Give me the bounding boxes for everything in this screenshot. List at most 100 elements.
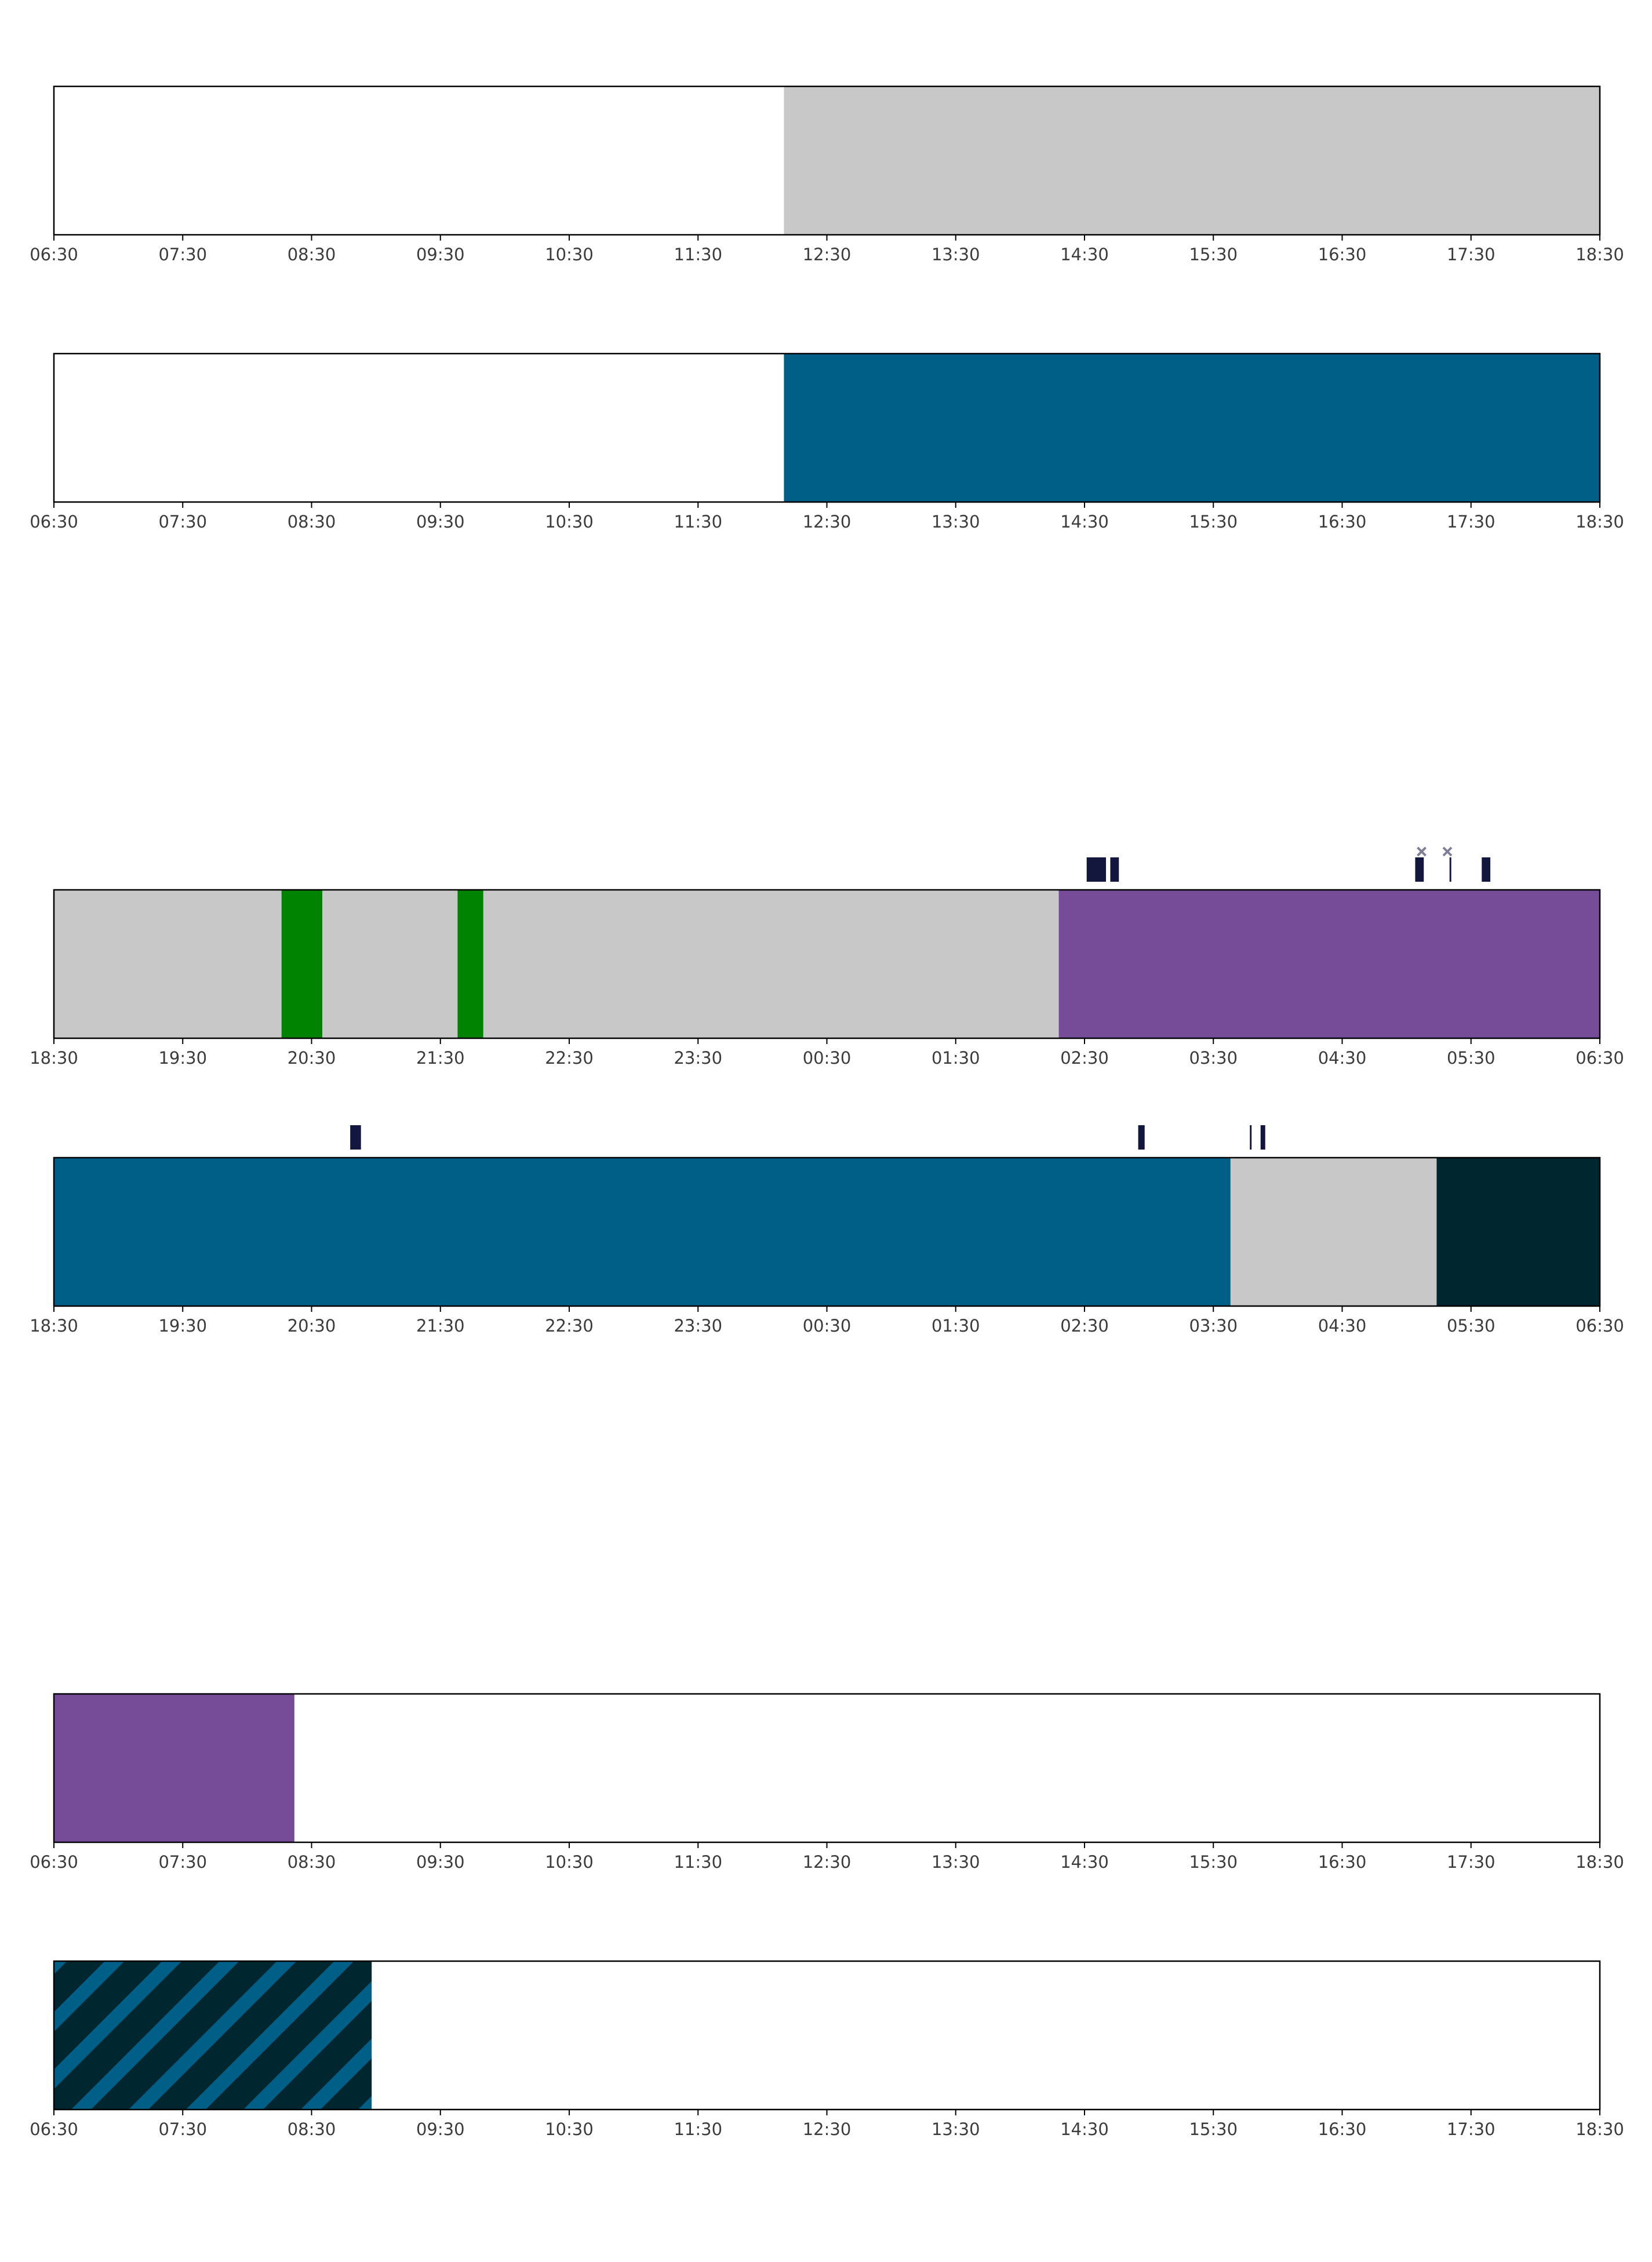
x-tick-label: 13:30 <box>931 2119 980 2139</box>
timeline-segment <box>54 1961 372 2110</box>
x-tick-label: 21:30 <box>416 1048 465 1068</box>
cross-marker-stroke <box>1442 846 1453 857</box>
x-tick-label: 10:30 <box>545 2119 594 2139</box>
x-tick-label: 04:30 <box>1318 1048 1367 1068</box>
x-tick-label: 14:30 <box>1060 2119 1109 2139</box>
strip-6: 06:30 07:30 08:30 09:30 10:30 11:30 12:30 13:30… <box>30 1960 1624 2139</box>
strip-background <box>54 1694 1600 1842</box>
x-tick-label: 16:30 <box>1318 2119 1367 2139</box>
x-tick-label: 16:30 <box>1318 1852 1367 1872</box>
x-tick-label: 22:30 <box>545 1316 594 1336</box>
event-marker <box>1086 857 1107 882</box>
x-tick-label: 12:30 <box>803 1852 852 1872</box>
x-tick-label: 01:30 <box>931 1316 980 1336</box>
x-tick-label: 19:30 <box>158 1048 207 1068</box>
timeline-segment <box>54 1158 1231 1306</box>
x-tick-label: 13:30 <box>931 512 980 532</box>
x-tick-label: 09:30 <box>416 245 465 264</box>
x-tick-label: 18:30 <box>30 1048 78 1068</box>
x-tick-label: 05:30 <box>1447 1316 1495 1336</box>
x-tick-label: 01:30 <box>931 1048 980 1068</box>
x-tick-label: 06:30 <box>30 1852 78 1872</box>
x-tick-label: 15:30 <box>1189 2119 1238 2139</box>
x-tick-label: 08:30 <box>288 1852 336 1872</box>
x-tick-label: 11:30 <box>674 2119 722 2139</box>
timeline-segment <box>784 86 1600 235</box>
x-tick-label: 14:30 <box>1060 245 1109 264</box>
x-tick-label: 18:30 <box>30 1316 78 1336</box>
x-tick-label: 15:30 <box>1189 245 1238 264</box>
x-tick-label: 06:30 <box>1575 1316 1624 1336</box>
cross-marker-stroke <box>1417 846 1427 857</box>
x-tick-label: 12:30 <box>803 512 852 532</box>
event-marker <box>1415 857 1424 882</box>
x-tick-label: 11:30 <box>674 1852 722 1872</box>
x-tick-label: 12:30 <box>803 245 852 264</box>
timeline-segment <box>784 354 1600 502</box>
x-tick-label: 14:30 <box>1060 1852 1109 1872</box>
strip-2: 06:30 07:30 08:30 09:30 10:30 11:30 12:30 13:30… <box>30 352 1624 532</box>
timeline-segment <box>1058 890 1600 1038</box>
x-tick-label: 00:30 <box>803 1048 852 1068</box>
x-tick-label: 10:30 <box>545 1852 594 1872</box>
x-tick-label: 03:30 <box>1189 1316 1238 1336</box>
x-tick-label: 16:30 <box>1318 245 1367 264</box>
x-tick-label: 09:30 <box>416 2119 465 2139</box>
event-marker <box>1110 857 1119 882</box>
timeline-segment <box>1230 1158 1437 1306</box>
x-tick-label: 05:30 <box>1447 1048 1495 1068</box>
x-tick-label: 06:30 <box>30 245 78 264</box>
x-tick-label: 07:30 <box>158 1852 207 1872</box>
x-tick-label: 15:30 <box>1189 512 1238 532</box>
x-tick-label: 07:30 <box>158 245 207 264</box>
x-tick-label: 02:30 <box>1060 1316 1109 1336</box>
x-tick-label: 06:30 <box>30 512 78 532</box>
x-tick-label: 21:30 <box>416 1316 465 1336</box>
x-tick-label: 12:30 <box>803 2119 852 2139</box>
event-marker <box>1449 857 1451 882</box>
x-tick-label: 18:30 <box>1575 245 1624 264</box>
x-tick-label: 04:30 <box>1318 1316 1367 1336</box>
x-tick-label: 13:30 <box>931 1852 980 1872</box>
x-tick-label: 20:30 <box>288 1316 336 1336</box>
x-tick-label: 20:30 <box>288 1048 336 1068</box>
x-tick-label: 18:30 <box>1575 2119 1624 2139</box>
x-tick-label: 10:30 <box>545 245 594 264</box>
x-tick-label: 07:30 <box>158 512 207 532</box>
timeline-segment <box>322 890 458 1038</box>
strip-3: 18:30 19:30 20:30 21:30 22:30 23:30 00:30 01:30… <box>30 846 1624 1068</box>
x-tick-label: 08:30 <box>288 2119 336 2139</box>
x-tick-label: 10:30 <box>545 512 594 532</box>
event-marker <box>1138 1125 1145 1150</box>
x-tick-label: 08:30 <box>288 245 336 264</box>
x-tick-label: 13:30 <box>931 245 980 264</box>
timeline-segment <box>483 890 1059 1038</box>
event-marker <box>1250 1125 1252 1150</box>
timeline-segment <box>281 890 323 1038</box>
x-tick-label: 08:30 <box>288 512 336 532</box>
x-tick-label: 18:30 <box>1575 512 1624 532</box>
x-tick-label: 02:30 <box>1060 1048 1109 1068</box>
timeline-segment <box>457 890 483 1038</box>
timeline-segment <box>54 1694 294 1842</box>
x-tick-label: 00:30 <box>803 1316 852 1336</box>
event-marker <box>1260 1125 1265 1150</box>
x-tick-label: 06:30 <box>1575 1048 1624 1068</box>
strip-5: 06:30 07:30 08:30 09:30 10:30 11:30 12:30 13:30… <box>30 1693 1624 1872</box>
cross-marker <box>1417 846 1427 857</box>
x-tick-label: 03:30 <box>1189 1048 1238 1068</box>
x-tick-label: 15:30 <box>1189 1852 1238 1872</box>
x-tick-label: 11:30 <box>674 512 722 532</box>
x-tick-label: 16:30 <box>1318 512 1367 532</box>
x-tick-label: 17:30 <box>1447 2119 1495 2139</box>
strip-4: 18:30 19:30 20:30 21:30 22:30 23:30 00:30 01:30… <box>30 1125 1624 1336</box>
x-tick-label: 19:30 <box>158 1316 207 1336</box>
x-tick-label: 09:30 <box>416 512 465 532</box>
x-tick-label: 06:30 <box>30 2119 78 2139</box>
x-tick-label: 17:30 <box>1447 245 1495 264</box>
x-tick-label: 23:30 <box>674 1048 722 1068</box>
x-tick-label: 23:30 <box>674 1316 722 1336</box>
cross-marker <box>1442 846 1453 857</box>
